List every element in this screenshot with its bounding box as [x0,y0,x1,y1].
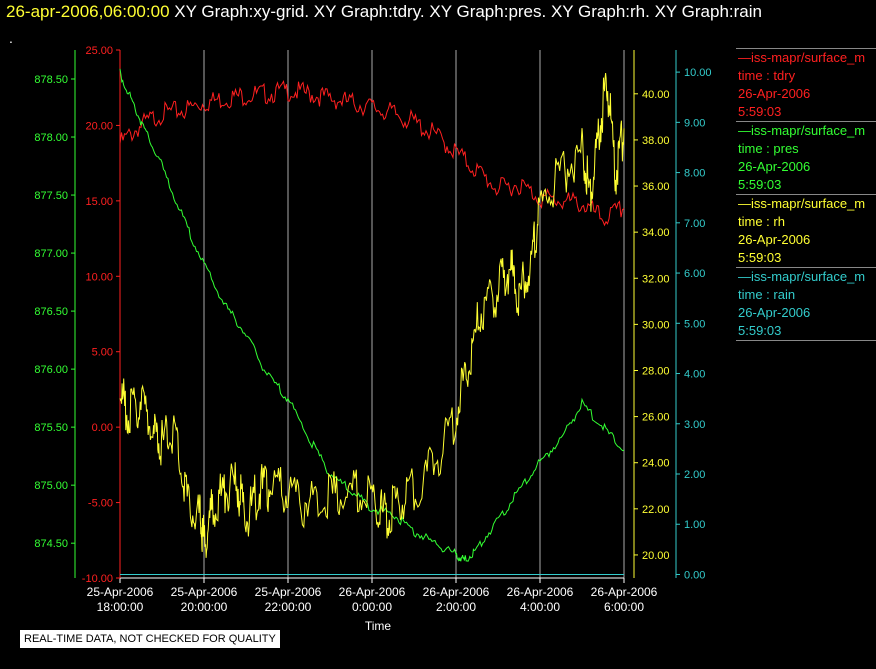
title-bar: 26-apr-2006,06:00:00 XY Graph:xy-grid. X… [6,2,762,22]
legend-field: time : rh [738,214,785,229]
x-tick-label-time-0: 18:00:00 [97,600,144,614]
legend-time: 5:59:03 [738,250,782,265]
legend-time: 5:59:03 [738,104,782,119]
rain-tick-label-4: 6.00 [684,268,705,280]
rh-tick-label-0: 40.00 [642,89,670,101]
tdry-tick-label-1: 20.00 [85,120,113,132]
tdry-tick-label-3: 10.00 [85,271,113,283]
quality-note: REAL-TIME DATA, NOT CHECKED FOR QUALITY [20,630,280,648]
rain-tick-label-1: 9.00 [684,117,705,129]
series-line-tdry [119,79,625,227]
rh-tick-label-7: 26.00 [642,412,670,424]
x-tick-label-date-4: 26-Apr-2006 [423,585,490,599]
rain-tick-label-5: 5.00 [684,318,705,330]
x-tick-label-time-6: 6:00:00 [604,600,644,614]
rh-tick-label-10: 20.00 [642,550,670,562]
rain-tick-label-6: 4.00 [684,369,705,381]
series-line-rh [119,73,625,558]
rain-tick-label-8: 2.00 [684,469,705,481]
legend-date: 26-Apr-2006 [738,305,811,320]
x-tick-label-date-6: 26-Apr-2006 [591,585,658,599]
x-tick-label-time-2: 22:00:00 [265,600,312,614]
pres-tick-label-4: 876.50 [34,306,68,318]
x-tick-label-time-1: 20:00:00 [181,600,228,614]
x-tick-label-date-5: 26-Apr-2006 [507,585,574,599]
rh-tick-label-1: 38.00 [642,135,670,147]
rh-tick-label-8: 24.00 [642,458,670,470]
tdry-tick-label-7: -10.00 [82,573,113,585]
tdry-tick-label-6: -5.00 [88,498,113,510]
legend-field: time : tdry [738,68,796,83]
rh-tick-label-6: 28.00 [642,365,670,377]
legend-time: 5:59:03 [738,177,782,192]
timestamp: 26-apr-2006,06:00:00 [6,2,170,21]
rh-tick-label-5: 30.00 [642,319,670,331]
pres-tick-label-2: 877.50 [34,190,68,202]
graph-list: XY Graph:xy-grid. XY Graph:tdry. XY Grap… [174,2,762,21]
rain-tick-label-2: 8.00 [684,168,705,180]
rain-tick-label-9: 1.00 [684,519,705,531]
x-tick-label-date-3: 26-Apr-2006 [339,585,406,599]
legend-date: 26-Apr-2006 [738,232,811,247]
legend-name: —iss-mapr/surface_m [738,269,866,284]
legend-date: 26-Apr-2006 [738,86,811,101]
rh-tick-label-4: 32.00 [642,273,670,285]
x-tick-label-date-1: 25-Apr-2006 [171,585,238,599]
legend-field: time : pres [738,141,799,156]
rain-tick-label-7: 3.00 [684,419,705,431]
dot-marker: . [9,30,13,46]
legend-name: —iss-mapr/surface_m [738,50,866,65]
tdry-tick-label-2: 15.00 [85,196,113,208]
rh-tick-label-3: 34.00 [642,227,670,239]
rh-tick-label-2: 36.00 [642,181,670,193]
legend-name: —iss-mapr/surface_m [738,123,866,138]
rh-tick-label-9: 22.00 [642,504,670,516]
legend: —iss-mapr/surface_m time : tdry 26-Apr-200… [736,48,876,341]
rain-tick-label-10: 0.00 [684,569,705,581]
legend-name: —iss-mapr/surface_m [738,196,866,211]
legend-time: 5:59:03 [738,323,782,338]
pres-tick-label-3: 877.00 [34,248,68,260]
pres-tick-label-6: 875.50 [34,422,68,434]
x-tick-label-date-0: 25-Apr-2006 [87,585,154,599]
rain-tick-label-3: 7.00 [684,218,705,230]
x-tick-label-time-4: 2:00:00 [436,600,476,614]
pres-tick-label-7: 875.00 [34,480,68,492]
pres-tick-label-8: 874.50 [34,538,68,550]
x-axis-label: Time [365,619,392,633]
series-line-pres [119,68,625,562]
tdry-tick-label-5: 0.00 [92,422,113,434]
pres-tick-label-0: 878.50 [34,74,68,86]
pres-tick-label-1: 878.00 [34,132,68,144]
rain-tick-label-0: 10.00 [684,67,712,79]
x-tick-label-time-3: 0:00:00 [352,600,392,614]
tdry-tick-label-4: 5.00 [92,347,113,359]
x-tick-label-date-2: 25-Apr-2006 [255,585,322,599]
x-tick-label-time-5: 4:00:00 [520,600,560,614]
legend-date: 26-Apr-2006 [738,159,811,174]
legend-field: time : rain [738,287,796,302]
tdry-tick-label-0: 25.00 [85,45,113,57]
pres-tick-label-5: 876.00 [34,364,68,376]
legend-bottom-rule [736,340,876,341]
